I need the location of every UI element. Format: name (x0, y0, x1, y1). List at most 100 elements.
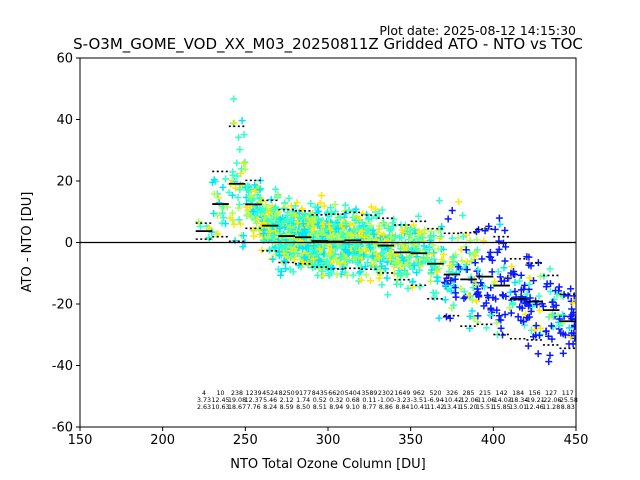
data-point (369, 260, 377, 268)
data-point (311, 214, 319, 222)
data-point (403, 270, 411, 278)
data-point (271, 212, 279, 220)
data-point (434, 227, 442, 235)
bin-count-label: 142 (496, 390, 508, 397)
data-point (343, 229, 351, 237)
x-tick-label: 250 (233, 433, 258, 448)
data-point (331, 208, 339, 216)
bin-count-label: 1239 (246, 390, 262, 397)
data-point (355, 269, 363, 277)
data-point (372, 205, 380, 213)
data-point (382, 238, 390, 246)
data-point (457, 284, 465, 292)
data-point (549, 310, 557, 318)
data-point (350, 255, 358, 263)
data-point (455, 198, 463, 206)
data-point (389, 222, 397, 230)
data-point (444, 215, 452, 223)
data-point (391, 232, 399, 240)
bin-std-label: 8.51 (313, 404, 327, 411)
data-point (254, 199, 262, 207)
data-point (347, 230, 355, 238)
bin-count-label: 4524 (262, 390, 278, 397)
data-point (208, 228, 216, 236)
y-axis: -60 -40 -20 0 20 40 60 (52, 52, 80, 436)
data-point (552, 287, 560, 295)
data-point (253, 219, 261, 227)
data-point (488, 256, 496, 264)
bin-count-label: 117 (562, 390, 574, 397)
data-point (274, 192, 282, 200)
data-point (239, 232, 247, 240)
data-point (348, 231, 356, 239)
data-point (343, 271, 351, 279)
data-point (362, 271, 370, 279)
data-point (517, 316, 525, 324)
data-point (450, 301, 458, 309)
data-point (229, 168, 237, 176)
data-point (282, 265, 290, 273)
data-point (275, 252, 283, 260)
data-point (517, 271, 525, 279)
data-point (481, 283, 489, 291)
data-point (478, 255, 486, 263)
bin-count-label: 962 (413, 390, 425, 397)
data-point (427, 232, 435, 240)
data-point (509, 299, 517, 307)
bin-count-label: 238 (231, 390, 243, 397)
data-point (496, 220, 504, 228)
chart-title: S-O3M_GOME_VOD_XX_M03_20250811Z Gridded … (73, 35, 583, 54)
data-point (477, 279, 485, 287)
data-point (525, 253, 533, 261)
bin-std-label: 7.76 (247, 404, 261, 411)
data-point (365, 225, 373, 233)
x-tick-label: 200 (150, 433, 175, 448)
data-point (441, 296, 449, 304)
y-tick-label: 0 (65, 236, 73, 251)
data-point (341, 259, 349, 267)
bin-count-label: 127 (545, 390, 557, 397)
data-point (327, 204, 335, 212)
data-point (497, 316, 505, 324)
data-point (558, 311, 566, 319)
data-point (256, 186, 264, 194)
y-tick-label: -60 (52, 421, 73, 436)
data-point (493, 248, 501, 256)
data-point (532, 331, 540, 339)
data-point (406, 253, 414, 261)
data-point (501, 311, 509, 319)
data-point (342, 254, 350, 262)
bin-mean-label: -12.06 (458, 397, 478, 404)
data-point (307, 200, 315, 208)
data-point (360, 233, 368, 241)
data-point (494, 268, 502, 276)
data-point (235, 204, 243, 212)
data-point (500, 277, 508, 285)
data-point (393, 280, 401, 288)
bin-mean-label: 0.52 (313, 397, 327, 404)
data-point (472, 252, 480, 260)
data-point (564, 292, 572, 300)
data-point (433, 268, 441, 276)
data-point (333, 271, 341, 279)
data-point (377, 263, 385, 271)
bin-std-label: 13.41 (443, 404, 461, 411)
data-point (272, 185, 280, 193)
x-axis-label: NTO Total Ozone Column [DU] (230, 457, 426, 472)
data-point (269, 255, 277, 263)
data-point (556, 321, 564, 329)
data-point (363, 247, 371, 255)
data-point (251, 187, 259, 195)
bin-std-label: 11.42 (426, 404, 444, 411)
data-point (435, 314, 443, 322)
bin-std-label: 10.63 (212, 404, 230, 411)
data-point (342, 219, 350, 227)
data-point (350, 226, 358, 234)
data-point (463, 258, 471, 266)
data-point (525, 280, 533, 288)
data-point (567, 333, 575, 341)
bin-mean-label: 0.32 (329, 397, 343, 404)
bin-std-label: 8.24 (263, 404, 277, 411)
data-point (253, 216, 261, 224)
